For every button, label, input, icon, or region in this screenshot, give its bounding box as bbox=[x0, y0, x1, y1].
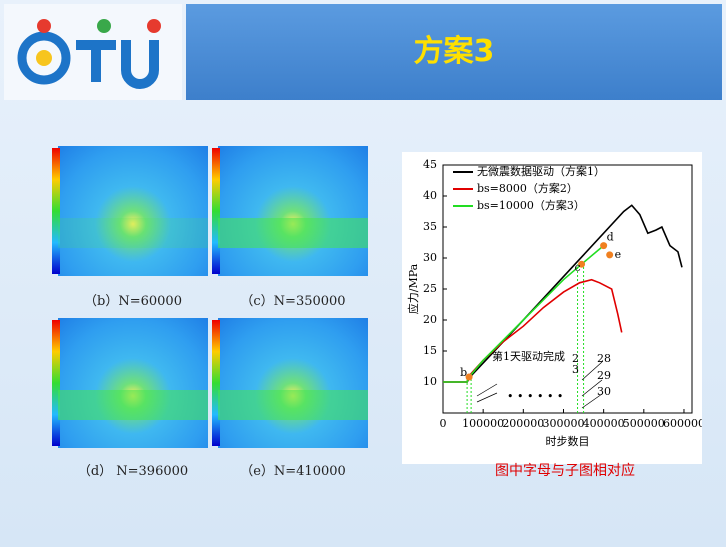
point-label: d bbox=[607, 231, 614, 244]
y-tick-label: 10 bbox=[423, 375, 437, 388]
x-tick-label: 600000 bbox=[663, 417, 702, 430]
point-label: b bbox=[460, 366, 467, 379]
chart-panel: 10 15 20 25 30 35 40 45 0 100000 200000 300000 40000… bbox=[402, 152, 702, 464]
marker-point bbox=[600, 242, 608, 250]
x-tick-label: 200000 bbox=[502, 417, 544, 430]
panel-caption: （b）N=60000 bbox=[84, 294, 182, 309]
legend-label: bs=8000（方案2） bbox=[477, 181, 578, 195]
simulation-image bbox=[52, 318, 208, 448]
line-series bbox=[443, 244, 605, 383]
y-tick-label: 45 bbox=[423, 158, 437, 171]
x-tick-label: 100000 bbox=[462, 417, 504, 430]
simulation-image bbox=[212, 146, 368, 276]
x-tick-label: 500000 bbox=[623, 417, 665, 430]
panel-caption: （c）N=350000 bbox=[240, 294, 346, 309]
simulation-image bbox=[212, 318, 368, 448]
line-series bbox=[443, 278, 623, 383]
x-tick-label: 400000 bbox=[583, 417, 625, 430]
title-bar bbox=[186, 4, 722, 100]
chart-note: 图中字母与子图相对应 bbox=[495, 463, 635, 479]
panel-caption: （d） N=396000 bbox=[77, 464, 189, 479]
simulation-image bbox=[52, 146, 208, 276]
annotation: • • • • • • bbox=[507, 390, 563, 403]
leader-line bbox=[476, 392, 498, 403]
logo-graphic bbox=[17, 19, 161, 89]
y-axis-label: 应力/MPa bbox=[406, 263, 420, 314]
panel-caption: （e）N=410000 bbox=[240, 464, 346, 479]
annotation: 28 bbox=[597, 352, 611, 365]
point-label: e bbox=[615, 248, 622, 261]
legend-label: bs=10000（方案3） bbox=[477, 198, 585, 212]
marker-point bbox=[465, 373, 473, 381]
annotation: 29 bbox=[597, 369, 611, 382]
annotation: 3 bbox=[572, 363, 579, 376]
annotation: 30 bbox=[597, 385, 611, 398]
marker-point bbox=[578, 260, 586, 268]
legend-label: 无微震数据驱动（方案1） bbox=[477, 164, 605, 178]
marker-point bbox=[606, 251, 614, 259]
x-tick-label: 0 bbox=[440, 417, 447, 430]
annotation: 2 bbox=[572, 352, 579, 365]
y-tick-label: 25 bbox=[423, 282, 437, 295]
y-tick-label: 20 bbox=[423, 313, 437, 326]
leader-line bbox=[581, 393, 603, 409]
y-tick-label: 40 bbox=[423, 189, 437, 202]
slide-title: 方案3 bbox=[413, 34, 495, 69]
chart: 10 15 20 25 30 35 40 45 0 10000020000030000040000… bbox=[406, 158, 702, 448]
y-tick-label: 30 bbox=[423, 251, 437, 264]
leader-line bbox=[581, 379, 603, 397]
logo bbox=[4, 4, 182, 100]
line-series bbox=[443, 204, 683, 383]
point-label: c bbox=[575, 261, 581, 274]
leader-line bbox=[476, 383, 498, 397]
x-tick-label: 300000 bbox=[542, 417, 584, 430]
y-tick-label: 15 bbox=[423, 344, 437, 357]
leader-line bbox=[581, 361, 603, 381]
annotation: 第1天驱动完成 bbox=[492, 349, 565, 363]
y-tick-label: 35 bbox=[423, 220, 437, 233]
x-axis-label: 时步数目 bbox=[546, 435, 590, 448]
